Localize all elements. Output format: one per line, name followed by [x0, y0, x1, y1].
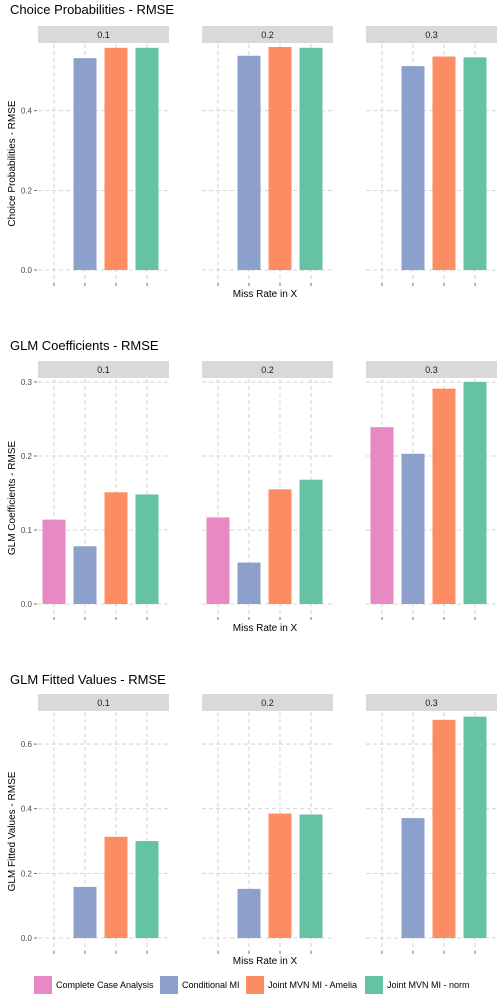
y-axis-title: Choice Probabilities - RMSE	[7, 100, 18, 226]
y-axis-title: GLM Coefficients - RMSE	[7, 441, 18, 556]
bar	[463, 57, 487, 270]
bar	[73, 886, 97, 938]
x-axis-title: Miss Rate in X	[233, 956, 298, 967]
bar	[268, 47, 292, 270]
bar	[135, 841, 159, 938]
legend-label: Joint MVN MI - norm	[387, 980, 470, 990]
legend-key-conditional-mi	[160, 976, 178, 994]
facet-label: 0.3	[425, 30, 438, 40]
facet-label: 0.2	[261, 30, 274, 40]
facet-label: 0.3	[425, 698, 438, 708]
bar	[237, 562, 261, 604]
bar	[73, 58, 97, 271]
facet-strip	[366, 361, 497, 378]
bar	[135, 47, 159, 270]
bar	[463, 716, 487, 938]
bar	[370, 427, 394, 604]
facet-strip	[38, 26, 169, 43]
y-tick-label: 0.4	[21, 107, 33, 116]
bar	[432, 719, 456, 938]
facet-label: 0.3	[425, 365, 438, 375]
y-tick-label: 0.4	[21, 805, 33, 814]
bar	[463, 382, 487, 604]
legend-key-norm	[365, 976, 383, 994]
bar	[104, 836, 128, 938]
bar	[401, 818, 425, 938]
y-tick-label: 0.0	[21, 600, 33, 609]
chart-title: Choice Probabilities - RMSE	[10, 2, 174, 17]
facet-label: 0.1	[97, 365, 110, 375]
bar	[104, 492, 128, 604]
y-tick-label: 0.2	[21, 452, 33, 461]
y-tick-label: 0.1	[21, 526, 33, 535]
chart-title: GLM Fitted Values - RMSE	[10, 672, 166, 687]
y-tick-label: 0.0	[21, 266, 33, 275]
bar	[401, 453, 425, 604]
facet-label: 0.1	[97, 30, 110, 40]
y-tick-label: 0.6	[21, 740, 33, 749]
facet-strip	[202, 26, 333, 43]
faceted-bar-chart: Choice Probabilities - RMSE Choice Probab…	[7, 2, 497, 967]
legend-key-complete-case	[34, 976, 52, 994]
bar	[237, 55, 261, 271]
bar	[299, 814, 323, 938]
bar	[104, 47, 128, 270]
facet-strip	[366, 694, 497, 711]
bar	[268, 813, 292, 938]
x-axis-title: Miss Rate in X	[233, 289, 298, 300]
bar	[299, 47, 323, 270]
bar	[299, 479, 323, 604]
bar	[135, 494, 159, 604]
bar	[42, 519, 66, 604]
y-axis-title: GLM Fitted Values - RMSE	[7, 771, 18, 891]
bar	[237, 888, 261, 938]
chart-title: GLM Coefficients - RMSE	[10, 338, 159, 353]
y-tick-label: 0.3	[21, 378, 33, 387]
y-tick-label: 0.2	[21, 869, 33, 878]
bar	[268, 489, 292, 604]
legend: Complete Case Analysis Conditional MI Jo…	[0, 974, 500, 1000]
bar	[401, 66, 425, 270]
bar	[432, 56, 456, 270]
facet-strip	[38, 361, 169, 378]
legend-label: Joint MVN MI - Amelia	[268, 980, 358, 990]
facet-strip	[38, 694, 169, 711]
facet-strip	[202, 361, 333, 378]
legend-label: Complete Case Analysis	[56, 980, 154, 990]
legend-key-amelia	[246, 976, 264, 994]
y-tick-label: 0.2	[21, 186, 33, 195]
x-axis-title: Miss Rate in X	[233, 623, 298, 634]
legend-label: Conditional MI	[182, 980, 240, 990]
facet-label: 0.2	[261, 365, 274, 375]
bar	[73, 546, 97, 604]
facet-strip	[366, 26, 497, 43]
bar	[206, 517, 230, 604]
facet-label: 0.2	[261, 698, 274, 708]
y-tick-label: 0.0	[21, 934, 33, 943]
facet-strip	[202, 694, 333, 711]
bar	[432, 388, 456, 604]
facet-label: 0.1	[97, 698, 110, 708]
